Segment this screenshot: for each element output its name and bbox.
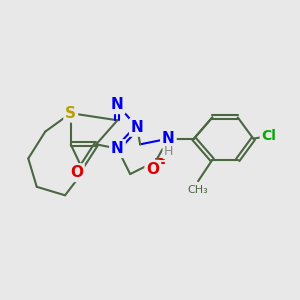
Text: N: N: [162, 131, 175, 146]
Text: N: N: [131, 120, 144, 135]
Text: H: H: [164, 145, 173, 158]
Text: Cl: Cl: [262, 129, 276, 143]
Text: N: N: [111, 97, 124, 112]
Text: CH₃: CH₃: [188, 184, 208, 195]
Text: N: N: [111, 141, 124, 156]
Text: S: S: [65, 106, 76, 121]
Text: O: O: [70, 165, 83, 180]
Text: O: O: [146, 162, 159, 177]
